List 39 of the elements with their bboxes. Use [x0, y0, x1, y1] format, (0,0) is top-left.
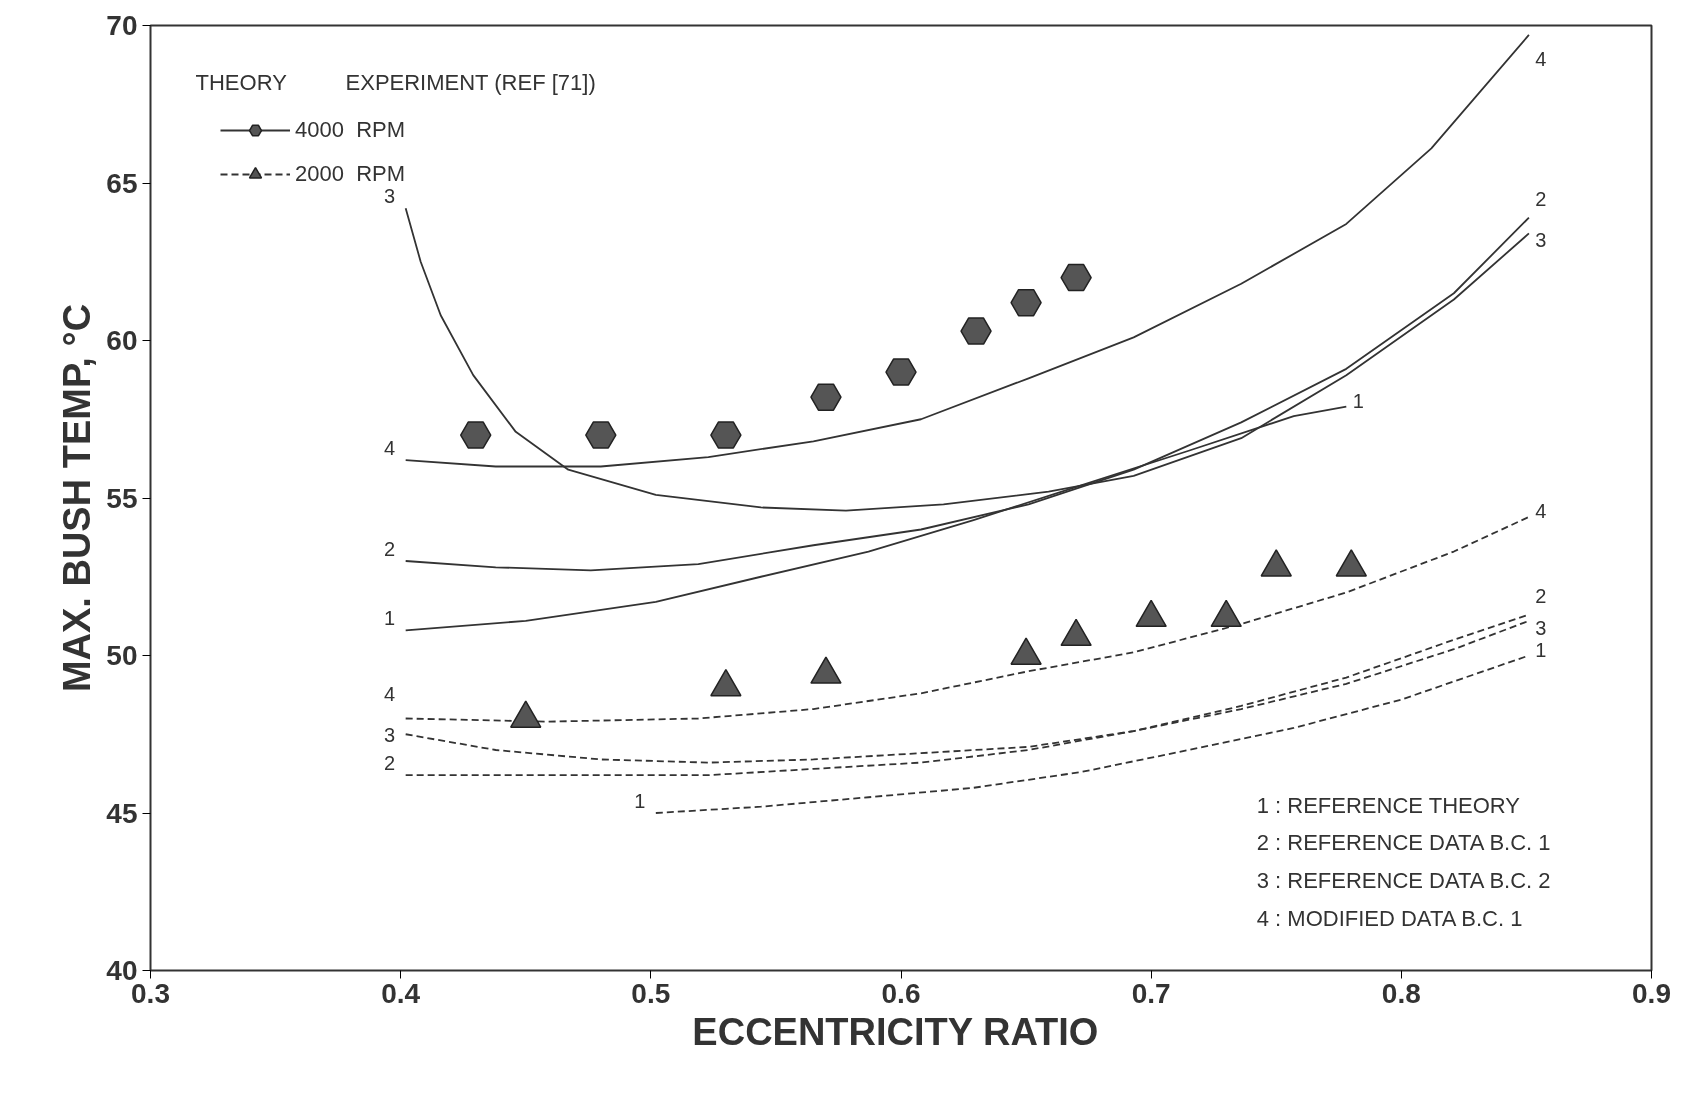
y-tick-label: 50 — [106, 640, 138, 671]
line-series — [404, 516, 1530, 723]
annotation: 2 : REFERENCE DATA B.C. 1 — [1256, 830, 1551, 856]
y-tick-label: 55 — [106, 482, 138, 514]
text: 4 — [1535, 47, 1547, 70]
y-tick-label: 70 — [106, 10, 138, 41]
text: 1 — [384, 607, 396, 630]
y-tick-label: 60 — [106, 325, 138, 356]
x-tick-label: 0.9 — [1632, 977, 1671, 1009]
x-axis-title: ECCENTRICITY RATIO — [692, 1010, 1099, 1053]
annotation: EXPERIMENT (REF [71]) — [345, 69, 596, 95]
annotation: 3 : REFERENCE DATA B.C. 2 — [1256, 868, 1551, 894]
text: 3 — [384, 185, 396, 208]
series-label: 3 — [1535, 229, 1547, 252]
text: 1 — [634, 790, 646, 812]
series-label: 1 — [1352, 389, 1364, 412]
y-axis-title: MAX. BUSH TEMP, °C — [56, 303, 99, 693]
x-tick-label: 0.7 — [1131, 977, 1171, 1009]
legend-label: 4000 RPM — [295, 117, 406, 143]
series-label: 2 — [1535, 584, 1547, 607]
x-tick-label: 0.4 — [381, 977, 421, 1009]
series-label: 4 — [1535, 499, 1547, 522]
x-tick-label: 0.8 — [1381, 977, 1421, 1009]
y-tick-label: 45 — [106, 797, 138, 829]
series-label: 3 — [1535, 616, 1547, 639]
text: 2 — [384, 752, 396, 775]
annotation: 1 : REFERENCE THEORY — [1256, 792, 1521, 818]
series-label: 2 — [1535, 187, 1547, 210]
legend-label: 2000 RPM — [295, 161, 406, 187]
text: 4 — [384, 682, 396, 705]
series-label: 4 — [384, 437, 396, 460]
x-tick-label: 0.5 — [631, 977, 671, 1009]
text: 2 — [384, 538, 396, 560]
annotation: 4 : MODIFIED DATA B.C. 1 — [1256, 906, 1523, 932]
annotation: THEORY — [195, 69, 288, 95]
text: 3 — [384, 724, 396, 747]
y-tick-label: 65 — [106, 167, 138, 199]
x-tick-label: 0.6 — [881, 977, 921, 1009]
series-label: 1 — [1535, 638, 1547, 661]
